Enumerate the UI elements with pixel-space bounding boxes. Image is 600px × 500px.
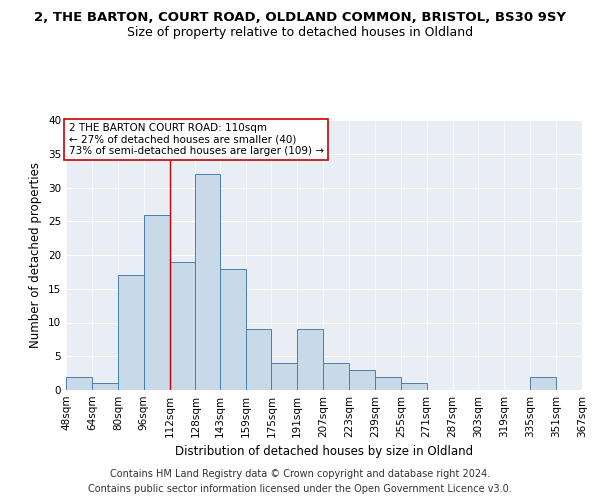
X-axis label: Distribution of detached houses by size in Oldland: Distribution of detached houses by size … xyxy=(175,446,473,458)
Text: Size of property relative to detached houses in Oldland: Size of property relative to detached ho… xyxy=(127,26,473,39)
Text: 2 THE BARTON COURT ROAD: 110sqm
← 27% of detached houses are smaller (40)
73% of: 2 THE BARTON COURT ROAD: 110sqm ← 27% of… xyxy=(68,122,323,156)
Bar xyxy=(92,383,118,390)
Text: Contains public sector information licensed under the Open Government Licence v3: Contains public sector information licen… xyxy=(88,484,512,494)
Text: 2, THE BARTON, COURT ROAD, OLDLAND COMMON, BRISTOL, BS30 9SY: 2, THE BARTON, COURT ROAD, OLDLAND COMMO… xyxy=(34,11,566,24)
Bar xyxy=(530,376,556,390)
Bar xyxy=(245,329,271,390)
Y-axis label: Number of detached properties: Number of detached properties xyxy=(29,162,43,348)
Bar xyxy=(220,268,245,390)
Bar xyxy=(298,329,323,390)
Bar xyxy=(170,262,196,390)
Bar xyxy=(196,174,220,390)
Bar xyxy=(271,363,298,390)
Bar xyxy=(143,214,170,390)
Bar xyxy=(401,383,427,390)
Bar xyxy=(323,363,349,390)
Bar xyxy=(349,370,375,390)
Bar xyxy=(118,275,143,390)
Bar xyxy=(66,376,92,390)
Bar xyxy=(375,376,401,390)
Text: Contains HM Land Registry data © Crown copyright and database right 2024.: Contains HM Land Registry data © Crown c… xyxy=(110,469,490,479)
